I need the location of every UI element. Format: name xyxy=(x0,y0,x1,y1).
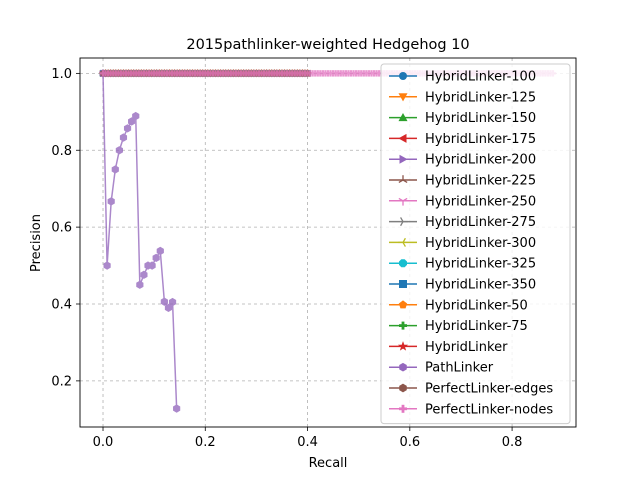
legend-marker xyxy=(399,362,407,372)
legend-item: HybridLinker-150 xyxy=(389,111,536,126)
y-tick-label: 0.6 xyxy=(51,221,72,236)
series-point xyxy=(107,197,115,206)
legend-label: PathLinker xyxy=(425,361,494,376)
legend-label: HybridLinker-250 xyxy=(425,194,536,209)
legend-marker-stroke xyxy=(398,197,404,202)
legend-marker xyxy=(397,341,409,351)
chart-title: 2015pathlinker-weighted Hedgehog 10 xyxy=(186,37,469,53)
x-tick-label: 0.6 xyxy=(399,435,420,450)
x-tick-label: 0.8 xyxy=(502,435,523,450)
legend-marker xyxy=(399,280,407,288)
legend-label: PerfectLinker-edges xyxy=(425,382,553,397)
legend-item: HybridLinker-125 xyxy=(389,90,536,105)
x-axis-label: Recall xyxy=(309,456,348,471)
legend-label: HybridLinker-300 xyxy=(425,236,536,251)
legend-item: PerfectLinker-edges xyxy=(389,382,553,397)
y-axis-label: Precision xyxy=(29,214,44,272)
legend-item: HybridLinker-225 xyxy=(389,174,536,189)
legend-label: HybridLinker-50 xyxy=(425,298,528,313)
series-point xyxy=(119,133,128,142)
legend-label: HybridLinker xyxy=(425,340,508,355)
legend-marker-bar xyxy=(401,404,405,413)
legend-label: HybridLinker-125 xyxy=(425,90,536,105)
series-point xyxy=(103,261,111,270)
x-tick-label: 0.0 xyxy=(93,435,114,450)
legend-label: HybridLinker-150 xyxy=(425,111,536,126)
legend-marker-stroke xyxy=(402,237,406,243)
legend-marker xyxy=(398,300,408,309)
series-point xyxy=(123,124,132,133)
legend-marker-stroke xyxy=(402,179,408,183)
legend-marker-stroke xyxy=(402,197,408,202)
series-point xyxy=(152,253,160,263)
legend-marker xyxy=(398,93,408,102)
legend-marker xyxy=(400,217,408,227)
legend-item: HybridLinker xyxy=(389,340,508,355)
legend-item: PathLinker xyxy=(389,361,494,376)
legend-marker xyxy=(399,154,408,164)
legend-marker-stroke xyxy=(400,221,404,227)
legend-label: HybridLinker-100 xyxy=(425,70,536,85)
legend-marker-stroke xyxy=(398,179,404,183)
legend-item: HybridLinker-350 xyxy=(389,278,536,293)
series-point xyxy=(168,297,177,307)
legend-marker xyxy=(399,72,407,80)
legend-marker-bar xyxy=(401,321,405,330)
legend-marker xyxy=(399,321,407,330)
legend-box xyxy=(380,63,571,425)
tick-layer: 0.0 0.2 0.4 0.6 0.8 0.2 0.4 0.6 0.8 1.0 xyxy=(51,67,522,450)
legend-label: HybridLinker-75 xyxy=(425,319,528,334)
legend-item: PerfectLinker-nodes xyxy=(389,402,553,417)
legend-item: HybridLinker-275 xyxy=(389,215,536,230)
legend-item: HybridLinker-75 xyxy=(389,319,528,334)
series-point xyxy=(148,261,156,270)
series-point xyxy=(164,303,173,312)
legend-marker xyxy=(398,237,406,247)
y-tick-label: 0.8 xyxy=(51,144,72,159)
legend-item: HybridLinker-100 xyxy=(389,70,536,85)
legend-marker xyxy=(398,197,408,206)
legend-marker xyxy=(398,133,407,143)
x-tick-label: 0.4 xyxy=(297,435,318,450)
series-point xyxy=(115,146,123,155)
legend-label: HybridLinker-350 xyxy=(425,278,536,293)
legend-marker xyxy=(399,259,407,268)
legend-label: HybridLinker-325 xyxy=(425,257,536,272)
series-point xyxy=(173,404,181,413)
legend-marker xyxy=(399,383,407,393)
legend-marker xyxy=(398,175,408,183)
y-tick-label: 1.0 xyxy=(51,67,72,82)
legend-item: HybridLinker-50 xyxy=(389,298,528,313)
legend-label: HybridLinker-200 xyxy=(425,153,536,168)
legend-label: PerfectLinker-nodes xyxy=(425,402,553,417)
legend-marker-stroke xyxy=(402,242,406,247)
x-tick-label: 0.2 xyxy=(195,435,216,450)
legend-label: HybridLinker-175 xyxy=(425,132,536,147)
series-point xyxy=(111,165,119,174)
legend-item: HybridLinker-175 xyxy=(389,132,536,147)
series-layer xyxy=(98,68,557,413)
legend-item: HybridLinker-325 xyxy=(389,257,536,272)
y-tick-label: 0.2 xyxy=(51,374,72,389)
legend-marker-stroke xyxy=(400,217,404,222)
legend-item: HybridLinker-300 xyxy=(389,236,536,251)
y-tick-label: 0.4 xyxy=(51,298,72,313)
legend-marker xyxy=(399,404,407,413)
legend: HybridLinker-100 HybridLinker-125 HybridLi… xyxy=(380,63,571,425)
plot-frame xyxy=(79,57,577,428)
series-point xyxy=(160,297,168,306)
legend-item: HybridLinker-200 xyxy=(389,153,536,168)
series-point xyxy=(136,280,144,289)
legend-label: HybridLinker-225 xyxy=(425,174,536,189)
series-point xyxy=(140,270,148,279)
series-point xyxy=(132,111,140,121)
legend-item: HybridLinker-250 xyxy=(389,194,536,209)
legend-label: HybridLinker-275 xyxy=(425,215,536,230)
legend-marker xyxy=(398,112,408,122)
series-point xyxy=(156,246,164,256)
